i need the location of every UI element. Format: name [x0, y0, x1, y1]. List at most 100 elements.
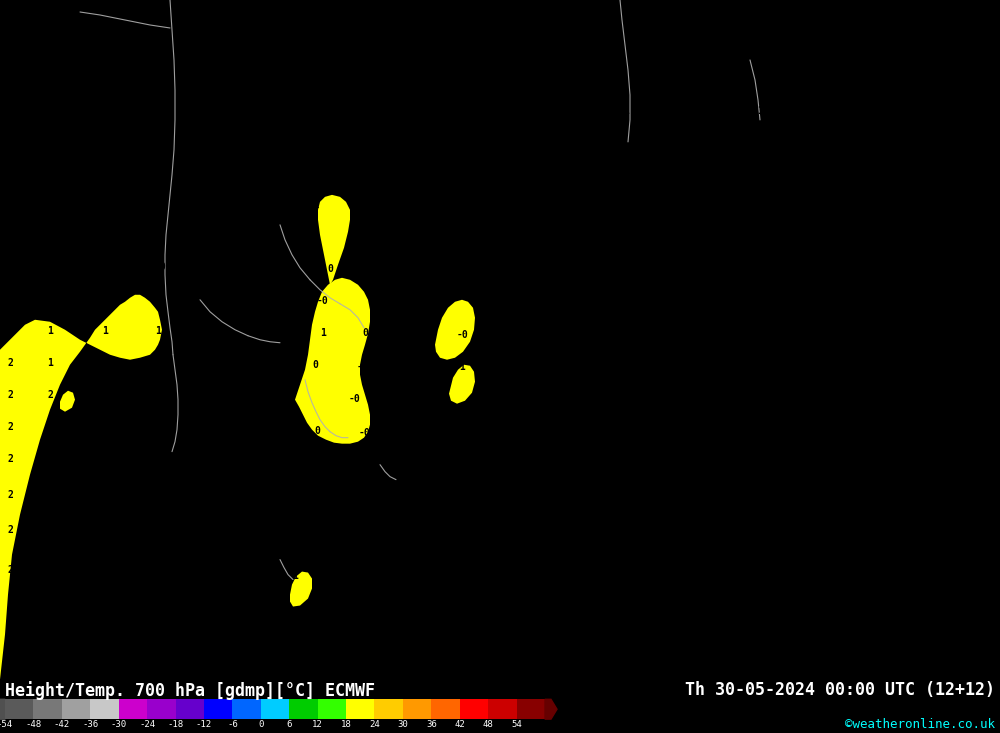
Text: -0: -0: [658, 470, 670, 479]
Text: -1: -1: [176, 230, 188, 240]
Text: -1: -1: [889, 234, 901, 244]
Text: -1: -1: [500, 616, 512, 625]
Text: -2: -2: [970, 619, 982, 630]
Text: -2: -2: [940, 296, 952, 306]
Text: -1: -1: [788, 508, 800, 517]
Polygon shape: [290, 572, 312, 606]
Text: -0: -0: [574, 138, 586, 148]
Text: -18: -18: [167, 720, 184, 729]
Text: Th 30-05-2024 00:00 UTC (12+12): Th 30-05-2024 00:00 UTC (12+12): [685, 682, 995, 699]
Text: -54: -54: [0, 720, 13, 729]
Text: -1: -1: [454, 170, 466, 180]
Text: 1: 1: [292, 570, 298, 581]
Text: -0: -0: [492, 537, 504, 547]
Text: -2: -2: [114, 40, 126, 50]
Text: -1: -1: [752, 398, 764, 408]
Text: -0: -0: [636, 583, 648, 592]
Text: -1: -1: [794, 330, 806, 340]
Text: 1: 1: [155, 325, 161, 336]
Text: -1: -1: [942, 202, 954, 212]
Text: -2: -2: [4, 166, 16, 176]
Text: 2: 2: [47, 525, 53, 534]
Text: -2: -2: [179, 70, 191, 80]
Text: 1: 1: [155, 600, 161, 610]
Text: 1: 1: [210, 325, 216, 336]
Text: -0: -0: [456, 330, 468, 340]
Text: -1: -1: [112, 230, 124, 240]
Text: -1: -1: [604, 541, 616, 550]
Text: -2: -2: [244, 102, 256, 112]
Text: -1: -1: [752, 106, 764, 116]
Text: 0: 0: [327, 264, 333, 274]
Text: 1: 1: [102, 358, 108, 368]
Text: -2: -2: [179, 102, 191, 112]
Text: -0: -0: [517, 434, 529, 443]
Text: -0: -0: [499, 506, 511, 515]
Text: -0: -0: [99, 262, 111, 272]
Text: -0: -0: [744, 202, 756, 212]
Text: -2: -2: [49, 40, 61, 50]
Text: 1: 1: [102, 454, 108, 464]
Text: -0: -0: [599, 296, 611, 306]
Text: -2: -2: [4, 102, 16, 112]
Text: -1: -1: [944, 106, 956, 116]
Text: 1: 1: [265, 360, 271, 369]
Text: 0: 0: [258, 720, 263, 729]
Text: -1: -1: [319, 168, 331, 178]
Text: 1: 1: [155, 390, 161, 399]
Text: -1: -1: [410, 430, 422, 440]
Text: -1: -1: [176, 198, 188, 208]
Text: -1: -1: [548, 539, 560, 548]
Text: -1: -1: [744, 434, 756, 443]
Text: 1: 1: [102, 525, 108, 534]
Text: 30: 30: [398, 720, 408, 729]
Text: -0: -0: [662, 542, 674, 553]
Text: -2: -2: [49, 198, 61, 208]
Text: 36: 36: [426, 720, 437, 729]
Text: -0: -0: [556, 508, 568, 517]
Text: -1: -1: [892, 42, 904, 52]
Text: -1: -1: [542, 296, 554, 306]
Text: 1: 1: [210, 390, 216, 399]
Bar: [403, 699, 431, 719]
Text: 1: 1: [307, 531, 313, 541]
Text: -3: -3: [9, 70, 21, 80]
Text: -1: -1: [794, 361, 806, 372]
Text: 0: 0: [362, 328, 368, 338]
Bar: [119, 699, 147, 719]
Text: 54: 54: [511, 720, 522, 729]
Text: -1: -1: [736, 361, 748, 372]
FancyArrow shape: [545, 699, 557, 719]
Polygon shape: [60, 391, 75, 412]
Text: 2: 2: [7, 390, 13, 399]
Text: -1: -1: [774, 470, 786, 479]
Polygon shape: [449, 365, 475, 404]
Text: -2: -2: [984, 138, 996, 148]
Text: -2: -2: [309, 200, 321, 210]
Text: -1: -1: [512, 330, 524, 340]
Text: -2: -2: [224, 7, 236, 17]
Text: -1: -1: [802, 434, 814, 443]
Text: 1: 1: [155, 490, 161, 500]
Text: -1: -1: [929, 74, 941, 84]
Bar: [176, 699, 204, 719]
Text: -1: -1: [810, 398, 822, 408]
Text: -1: -1: [484, 468, 496, 478]
Text: 2: 2: [47, 600, 53, 610]
Text: -0: -0: [839, 74, 851, 84]
Text: -2: -2: [114, 70, 126, 80]
Text: -1: -1: [796, 619, 808, 630]
Text: 2: 2: [210, 358, 216, 368]
Text: -2: -2: [324, 7, 336, 17]
Text: -2: -2: [982, 170, 994, 180]
Text: -1: -1: [424, 42, 436, 52]
Text: -1: -1: [824, 234, 836, 244]
Text: -0: -0: [442, 614, 454, 624]
Text: -0: -0: [309, 232, 321, 242]
Text: 48: 48: [483, 720, 494, 729]
Text: -0: -0: [604, 264, 616, 274]
Text: -0: -0: [694, 583, 706, 592]
Text: -1: -1: [509, 138, 521, 148]
Text: -0: -0: [694, 398, 706, 408]
Text: -2: -2: [976, 583, 988, 592]
